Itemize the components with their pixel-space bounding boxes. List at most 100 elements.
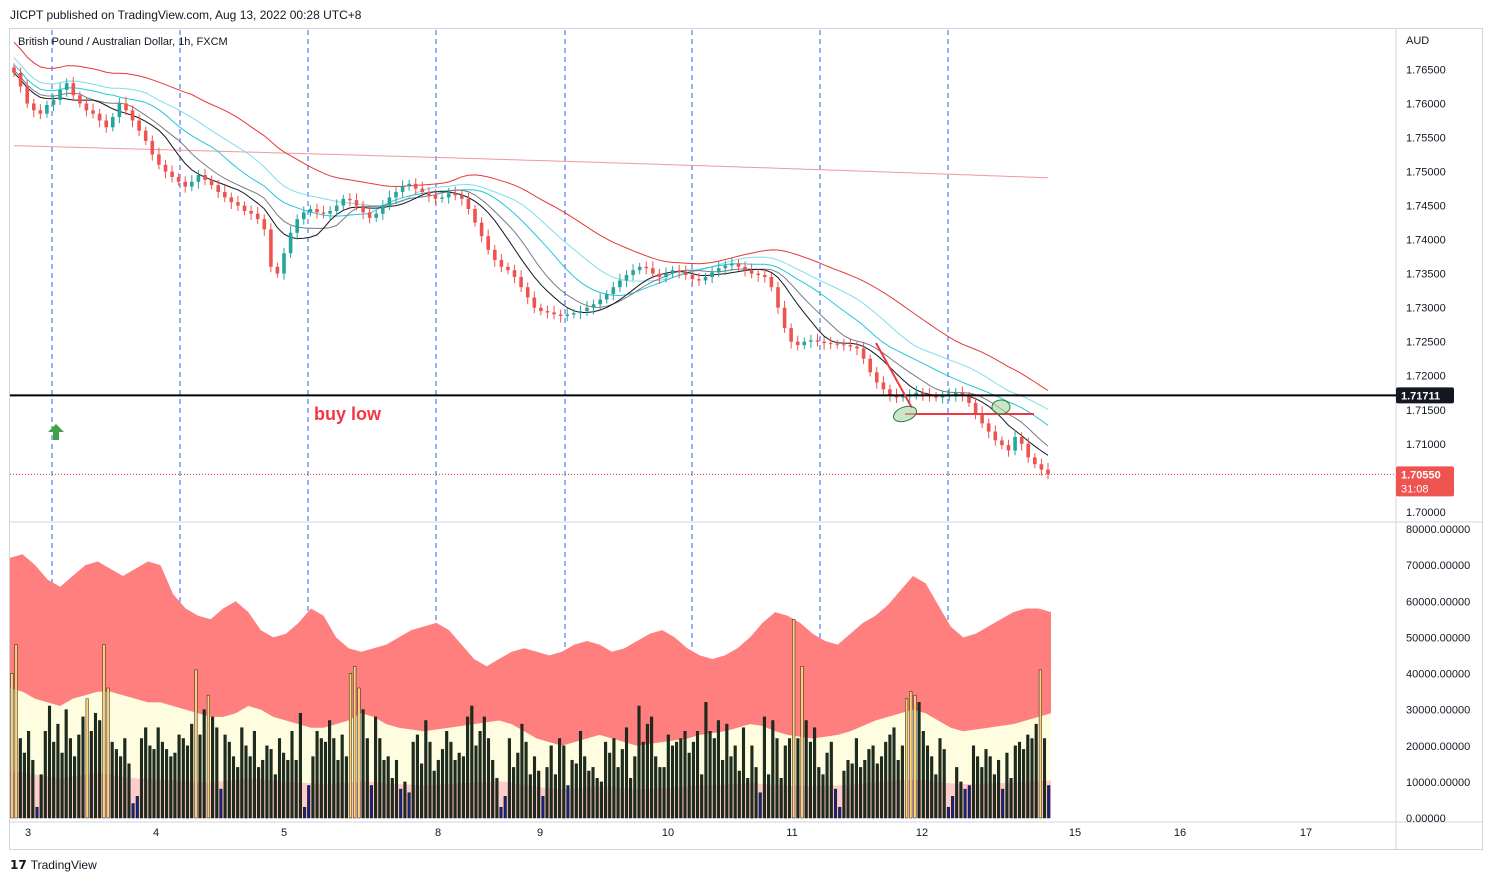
candle-body (1019, 437, 1024, 444)
volume-bar (942, 749, 946, 819)
candle-body (25, 86, 29, 104)
candle-body (684, 272, 688, 275)
candle-body (209, 179, 214, 186)
candle-body (176, 177, 181, 182)
volume-bar (884, 741, 888, 819)
volume-bar (119, 756, 123, 819)
volume-bar (248, 756, 252, 819)
candle-body (302, 212, 306, 220)
candle-body (716, 268, 721, 273)
candle-body (776, 287, 780, 308)
candle-body (196, 175, 201, 182)
candle-body (749, 270, 754, 274)
candle-body (394, 192, 398, 198)
candle-body (453, 193, 458, 196)
volume-bar (558, 738, 562, 819)
volume-bar (190, 723, 194, 819)
volume-bar (420, 763, 424, 819)
volume-bar (353, 666, 357, 819)
candle-body (875, 372, 879, 383)
candle-body (585, 307, 589, 312)
volume-bar (47, 705, 52, 819)
volume-bar (775, 738, 779, 819)
volume-bar (478, 731, 482, 819)
volume-bar (612, 738, 616, 819)
y-tick-label: 1.72500 (1406, 337, 1446, 349)
volume-bar (980, 767, 984, 819)
volume-bar (796, 738, 800, 819)
candle-body (881, 382, 886, 390)
candle-body (802, 341, 807, 346)
candle-body (1046, 469, 1050, 475)
volume-bar (257, 767, 261, 819)
candle-body (78, 95, 82, 104)
volume-bar (277, 738, 282, 819)
volume-bar (43, 731, 47, 819)
y-tick-label: 1.75500 (1406, 133, 1446, 145)
volume-bar (344, 756, 348, 819)
volume-bar (390, 778, 394, 819)
candle-body (466, 198, 471, 209)
volume-y-tick-label: 0.00000 (1406, 813, 1446, 825)
volume-bar (173, 752, 177, 819)
candle-body (427, 192, 431, 196)
candle-body (690, 275, 695, 280)
candle-body (407, 183, 411, 187)
volume-bar (913, 694, 917, 819)
candle-body (644, 266, 649, 269)
volume-bar (879, 756, 884, 819)
volume-bar (177, 734, 181, 819)
volume-bar (792, 619, 796, 819)
volume-bar (528, 774, 532, 819)
candle-body (519, 277, 523, 288)
volume-bar (185, 745, 190, 819)
moving-average-line (13, 64, 1049, 426)
volume-bar (131, 803, 135, 819)
volume-bar (938, 738, 942, 819)
volume-bar (842, 770, 846, 819)
volume-bar (357, 687, 361, 819)
candle-body (1006, 445, 1011, 451)
volume-bar (415, 734, 419, 819)
volume-bar (148, 745, 152, 819)
candle-body (506, 266, 510, 271)
volume-bar (574, 763, 578, 819)
candle-body (611, 287, 616, 294)
volume-bar (658, 767, 662, 819)
volume-bar (503, 796, 507, 819)
volume-y-tick-label: 80000.00000 (1406, 524, 1470, 536)
candle-body (552, 312, 556, 315)
candle-body (743, 266, 747, 271)
candle-body (493, 249, 497, 260)
candle-body (815, 340, 820, 342)
volume-bar (833, 788, 838, 819)
volume-bar (22, 752, 26, 819)
volume-bar (821, 774, 825, 819)
volume-bar (206, 694, 210, 819)
y-tick-label: 1.73000 (1406, 303, 1446, 315)
candle-body (157, 154, 161, 165)
volume-bar (236, 767, 240, 819)
candle-body (861, 348, 866, 359)
candle-body (328, 211, 332, 214)
candle-body (143, 130, 148, 141)
volume-bar (507, 738, 511, 819)
volume-bar (1013, 745, 1017, 819)
buy-low-annotation: buy low (314, 404, 382, 424)
volume-bar (495, 778, 499, 819)
candle-body (842, 344, 846, 346)
x-tick-label: 9 (537, 827, 543, 839)
volume-bar (319, 738, 323, 819)
volume-bar (516, 752, 520, 819)
candle-body (321, 212, 326, 214)
y-tick-label: 1.76000 (1406, 99, 1446, 111)
volume-bar (683, 731, 687, 819)
volume-bar (198, 734, 202, 819)
volume-bar (466, 716, 470, 819)
candle-body (433, 195, 438, 199)
volume-y-tick-label: 50000.00000 (1406, 632, 1470, 644)
volume-bar (645, 723, 649, 819)
y-tick-label: 1.76500 (1406, 64, 1446, 76)
candle-body (756, 273, 760, 275)
